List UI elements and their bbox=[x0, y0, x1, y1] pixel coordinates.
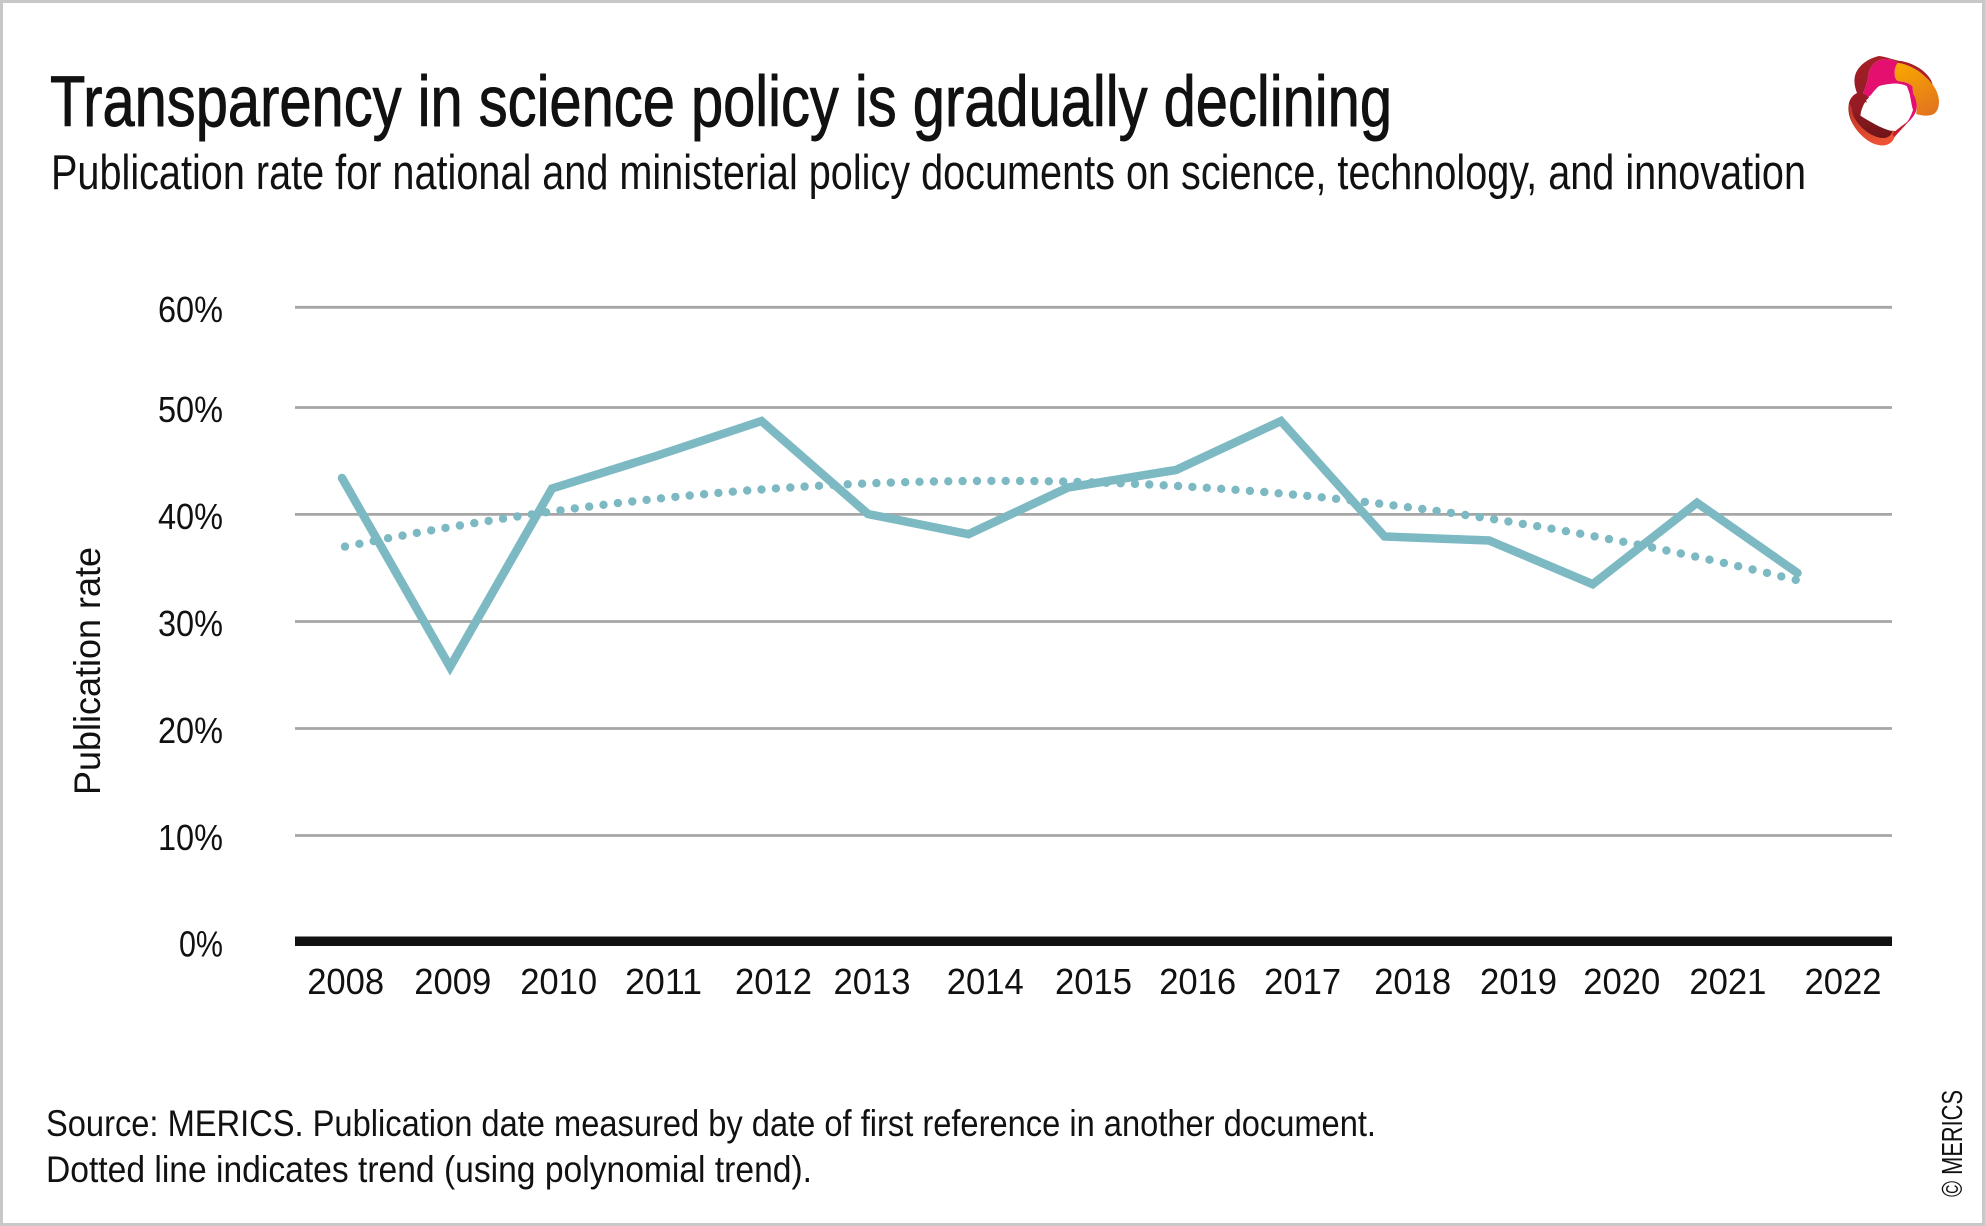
svg-text:2014: 2014 bbox=[947, 961, 1024, 1002]
svg-text:20%: 20% bbox=[158, 710, 223, 751]
svg-text:© MERICS: © MERICS bbox=[1937, 1090, 1969, 1197]
svg-text:Transparency in science policy: Transparency in science policy is gradua… bbox=[50, 63, 1392, 142]
svg-text:Source: MERICS. Publication da: Source: MERICS. Publication date measure… bbox=[46, 1102, 1376, 1144]
svg-text:10%: 10% bbox=[158, 817, 223, 858]
svg-text:2021: 2021 bbox=[1689, 961, 1766, 1002]
svg-text:50%: 50% bbox=[158, 389, 223, 430]
svg-text:Publication rate for national: Publication rate for national and minist… bbox=[51, 146, 1806, 200]
svg-text:2012: 2012 bbox=[735, 961, 812, 1002]
svg-text:2018: 2018 bbox=[1374, 961, 1451, 1002]
svg-text:2020: 2020 bbox=[1583, 961, 1660, 1002]
svg-text:2008: 2008 bbox=[307, 961, 384, 1002]
svg-text:2011: 2011 bbox=[625, 961, 702, 1002]
svg-text:2022: 2022 bbox=[1805, 961, 1882, 1002]
svg-text:2010: 2010 bbox=[520, 961, 597, 1002]
svg-text:2016: 2016 bbox=[1159, 961, 1236, 1002]
svg-text:2009: 2009 bbox=[414, 961, 491, 1002]
svg-text:2019: 2019 bbox=[1480, 961, 1557, 1002]
svg-text:Publication rate: Publication rate bbox=[67, 547, 108, 795]
svg-text:2015: 2015 bbox=[1055, 961, 1132, 1002]
svg-text:40%: 40% bbox=[158, 496, 223, 537]
svg-text:2013: 2013 bbox=[834, 961, 911, 1002]
svg-text:0%: 0% bbox=[179, 923, 223, 964]
svg-text:Dotted line indicates trend (u: Dotted line indicates trend (using polyn… bbox=[46, 1148, 812, 1190]
svg-text:2017: 2017 bbox=[1264, 961, 1341, 1002]
svg-text:60%: 60% bbox=[158, 289, 223, 330]
svg-text:30%: 30% bbox=[158, 603, 223, 644]
